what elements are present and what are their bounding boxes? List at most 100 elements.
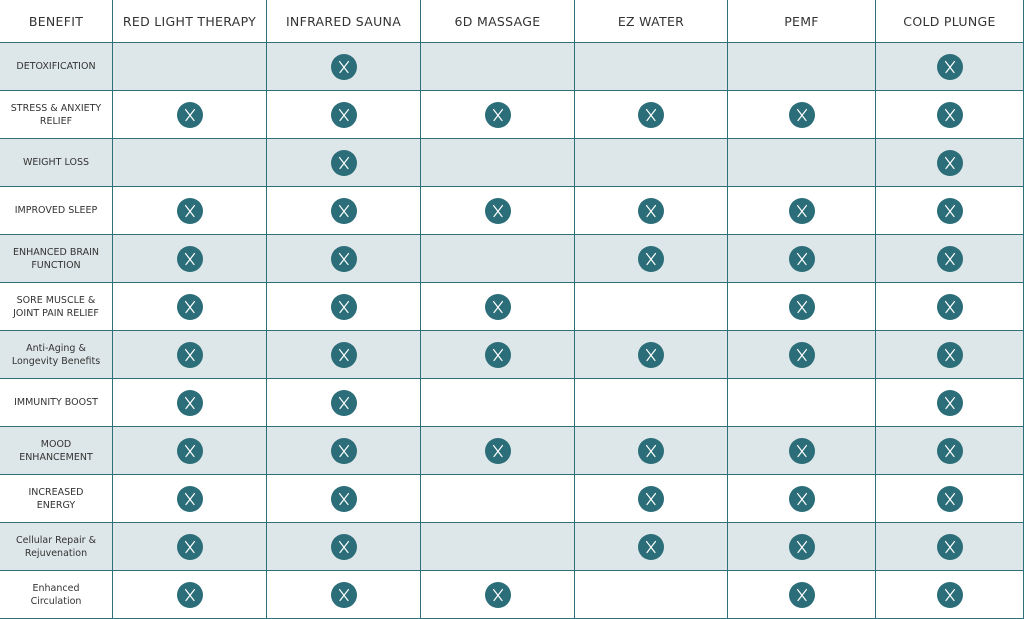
mark-cell (728, 235, 876, 283)
mark-cell (575, 427, 728, 475)
row-label: MOOD ENHANCEMENT (19, 438, 93, 463)
mark-cell (267, 187, 421, 235)
mark-cell (267, 91, 421, 139)
mark-cell (728, 43, 876, 91)
row-label-cell: Cellular Repair & Rejuvenation (0, 523, 113, 571)
check-icon (484, 437, 511, 464)
check-icon (484, 341, 511, 368)
row-label: Enhanced Circulation (30, 582, 82, 607)
check-icon (176, 389, 203, 416)
mark-cell (421, 331, 575, 379)
check-icon (638, 341, 664, 368)
check-icon (330, 101, 357, 128)
mark-cell (113, 523, 267, 571)
mark-cell (267, 475, 421, 523)
check-icon (176, 437, 203, 464)
mark-cell (575, 283, 728, 331)
check-icon (330, 245, 357, 272)
check-icon (936, 53, 963, 80)
row-label: Cellular Repair & Rejuvenation (15, 534, 96, 559)
mark-cell (876, 283, 1024, 331)
mark-cell (575, 475, 728, 523)
check-icon (936, 485, 963, 512)
check-icon (788, 437, 815, 464)
check-icon (176, 293, 203, 320)
check-icon (936, 581, 963, 608)
check-icon (936, 341, 963, 368)
mark-cell (728, 571, 876, 619)
row-label-cell: ENHANCED BRAIN FUNCTION (0, 235, 113, 283)
row-label: DETOXIFICATION (16, 61, 96, 72)
check-icon (936, 389, 963, 416)
check-icon (638, 437, 664, 464)
row-label-cell: Enhanced Circulation (0, 571, 113, 619)
mark-cell (728, 187, 876, 235)
check-icon (176, 485, 203, 512)
check-icon (638, 197, 664, 224)
mark-cell (876, 427, 1024, 475)
header-cell: PEMF (728, 0, 876, 43)
row-label: IMMUNITY BOOST (14, 397, 98, 408)
mark-cell (113, 235, 267, 283)
check-icon (484, 197, 511, 224)
check-icon (936, 245, 963, 272)
mark-cell (267, 43, 421, 91)
check-icon (638, 485, 664, 512)
check-icon (176, 101, 203, 128)
mark-cell (421, 235, 575, 283)
check-icon (330, 485, 357, 512)
row-label-cell: DETOXIFICATION (0, 43, 113, 91)
mark-cell (876, 379, 1024, 427)
mark-cell (876, 571, 1024, 619)
check-icon (176, 245, 203, 272)
mark-cell (267, 331, 421, 379)
check-icon (788, 245, 815, 272)
row-label-cell: IMPROVED SLEEP (0, 187, 113, 235)
mark-cell (113, 43, 267, 91)
mark-cell (575, 379, 728, 427)
mark-cell (728, 283, 876, 331)
mark-cell (421, 283, 575, 331)
mark-cell (876, 475, 1024, 523)
mark-cell (421, 427, 575, 475)
mark-cell (267, 523, 421, 571)
row-label-cell: MOOD ENHANCEMENT (0, 427, 113, 475)
mark-cell (575, 139, 728, 187)
header-cell: COLD PLUNGE (876, 0, 1024, 43)
header-cell: RED LIGHT THERAPY (113, 0, 267, 43)
mark-cell (267, 235, 421, 283)
header-text: 6D MASSAGE (454, 13, 541, 29)
check-icon (638, 533, 664, 560)
mark-cell (575, 571, 728, 619)
row-label-cell: Anti-Aging & Longevity Benefits (0, 331, 113, 379)
header-text: EZ WATER (617, 13, 685, 29)
mark-cell (421, 91, 575, 139)
mark-cell (113, 139, 267, 187)
row-label-cell: SORE MUSCLE & JOINT PAIN RELIEF (0, 283, 113, 331)
row-label: SORE MUSCLE & JOINT PAIN RELIEF (13, 294, 99, 319)
check-icon (176, 197, 203, 224)
header-cell: BENEFIT (0, 0, 113, 43)
mark-cell (267, 283, 421, 331)
header-text: RED LIGHT THERAPY (122, 13, 257, 29)
check-icon (484, 581, 511, 608)
check-icon (330, 389, 357, 416)
check-icon (330, 53, 357, 80)
row-label-cell: WEIGHT LOSS (0, 139, 113, 187)
row-label-cell: STRESS & ANXIETY RELIEF (0, 91, 113, 139)
check-icon (330, 197, 357, 224)
check-icon (788, 197, 815, 224)
mark-cell (421, 187, 575, 235)
check-icon (936, 101, 963, 128)
mark-cell (421, 379, 575, 427)
check-icon (330, 437, 357, 464)
row-label: WEIGHT LOSS (22, 157, 90, 168)
mark-cell (113, 379, 267, 427)
header-text: COLD PLUNGE (903, 13, 996, 29)
mark-cell (876, 43, 1024, 91)
mark-cell (728, 139, 876, 187)
mark-cell (113, 283, 267, 331)
mark-cell (728, 91, 876, 139)
mark-cell (113, 331, 267, 379)
